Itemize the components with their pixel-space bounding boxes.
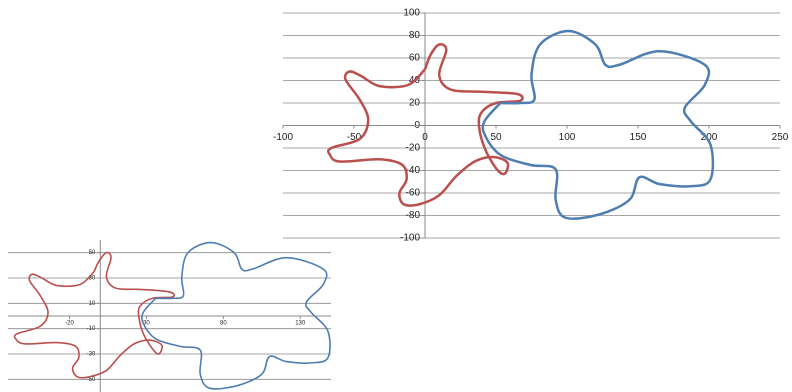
series-line: [13, 251, 176, 379]
y-tick-label: -100: [400, 233, 420, 244]
y-tick-label: -10: [87, 326, 96, 332]
x-tick-label: 100: [559, 132, 576, 143]
x-tick-label: -50: [347, 132, 362, 143]
y-tick-label: -50: [87, 377, 96, 383]
x-tick-label: 200: [701, 132, 718, 143]
chart: 50 30 10 -10 -30 -50 -20 30 80 130: [8, 240, 331, 392]
y-tick-label: 20: [409, 98, 421, 109]
y-tick-label: -60: [406, 188, 421, 199]
x-tick-label: 30: [143, 321, 150, 327]
x-tick-label: -100: [273, 132, 293, 143]
y-tick-label: 60: [409, 53, 421, 64]
y-tick-label: 80: [409, 30, 421, 41]
x-tick-label: 50: [490, 132, 502, 143]
y-tick-label: -40: [406, 165, 421, 176]
y-tick-label: -20: [406, 143, 421, 154]
y-tick-label: 100: [403, 8, 420, 19]
x-tick-label: 80: [220, 321, 227, 327]
series-line: [141, 241, 331, 390]
x-tick-label: 130: [295, 321, 306, 327]
y-tick-label: -80: [406, 210, 421, 221]
y-tick-label: 50: [89, 250, 96, 256]
y-tick-label: 30: [89, 276, 96, 282]
x-tick-label: 150: [630, 132, 647, 143]
series-line: [326, 43, 524, 207]
y-tick-label: -30: [87, 352, 96, 358]
y-tick-label: 10: [89, 301, 96, 307]
x-tick-label: -20: [65, 321, 74, 327]
series-line: [481, 29, 715, 220]
x-tick-label: 0: [422, 132, 428, 143]
x-tick-label: 250: [772, 132, 789, 143]
